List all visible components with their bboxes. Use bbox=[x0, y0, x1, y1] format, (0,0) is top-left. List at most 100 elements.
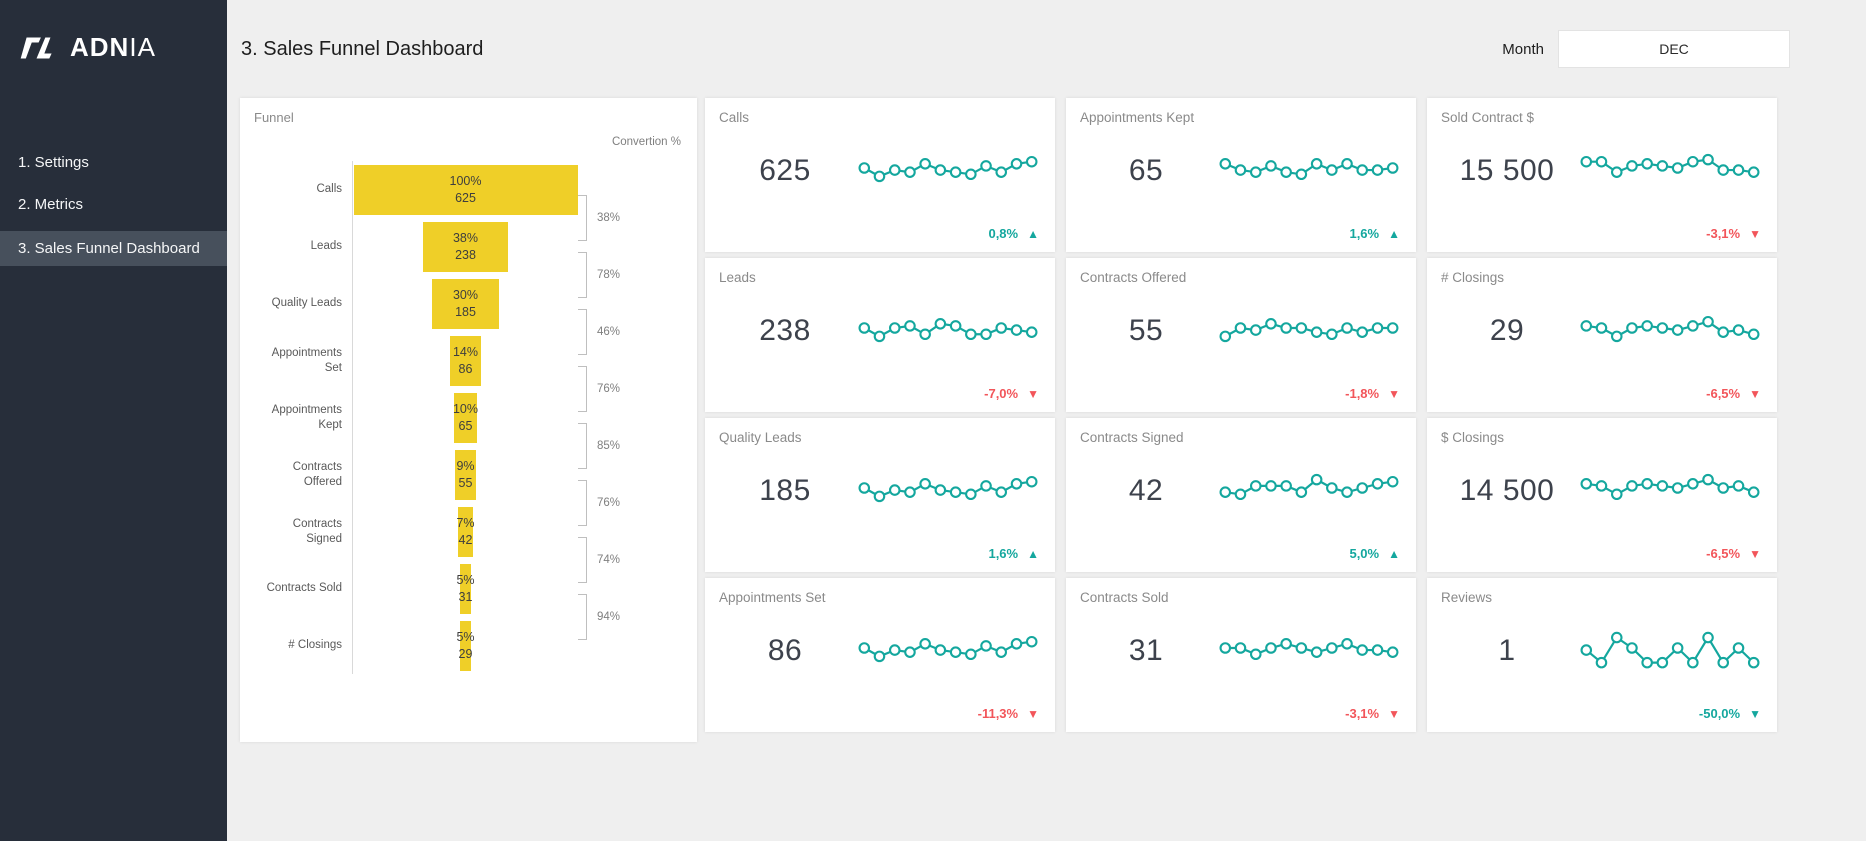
funnel-stage-percent: 100% bbox=[449, 173, 482, 188]
kpi-delta: -6,5% ▼ bbox=[1706, 546, 1761, 561]
trend-arrow-icon: ▼ bbox=[1388, 386, 1400, 401]
funnel-stage-percent: 5% bbox=[456, 572, 475, 587]
trend-arrow-icon: ▼ bbox=[1027, 386, 1039, 401]
kpi-card: Quality Leads 185 1,6% ▲ bbox=[705, 418, 1055, 572]
bracket-icon bbox=[578, 309, 587, 355]
kpi-delta: -3,1% ▼ bbox=[1706, 226, 1761, 241]
kpi-card-title: Quality Leads bbox=[719, 430, 802, 445]
logo-text-bold: ADN bbox=[70, 32, 130, 62]
trend-arrow-icon: ▲ bbox=[1027, 226, 1039, 241]
funnel-bar[interactable]: 5% 31 bbox=[456, 563, 475, 614]
funnel-stage-row: # Closings 5% 29 bbox=[254, 617, 578, 674]
funnel-stage-label: Leads bbox=[310, 240, 342, 253]
sidebar-nav-item[interactable]: 3. Sales Funnel Dashboard bbox=[0, 231, 227, 266]
funnel-conversion-item: 38% bbox=[578, 195, 620, 241]
kpi-card-body: 42 bbox=[1080, 453, 1402, 529]
funnel-bar[interactable]: 100% 625 bbox=[353, 164, 578, 215]
kpi-card: Appointments Kept 65 1,6% ▲ bbox=[1066, 98, 1416, 252]
sparkline-chart bbox=[1218, 141, 1400, 201]
funnel-stage-value: 86 bbox=[458, 361, 473, 376]
kpi-value: 1 bbox=[1498, 634, 1516, 667]
sparkline-chart bbox=[857, 621, 1039, 681]
kpi-card: # Closings 29 -6,5% ▼ bbox=[1427, 258, 1777, 412]
funnel-stage-label: Contracts Signed bbox=[292, 517, 342, 545]
adnia-logo-icon bbox=[20, 37, 52, 58]
funnel-bar[interactable]: 5% 29 bbox=[456, 620, 475, 671]
funnel-conversion-item: 46% bbox=[578, 309, 620, 355]
kpi-card-grid: Calls 625 0,8% ▲ Appointments Kept 65 1,… bbox=[705, 98, 1777, 732]
kpi-card: Contracts Signed 42 5,0% ▲ bbox=[1066, 418, 1416, 572]
funnel-conversion-item: 85% bbox=[578, 423, 620, 469]
kpi-delta: 1,6% ▲ bbox=[988, 546, 1039, 561]
funnel-bar[interactable]: 14% 86 bbox=[449, 335, 482, 386]
sparkline-chart bbox=[1579, 141, 1761, 201]
kpi-card-title: Contracts Sold bbox=[1080, 590, 1169, 605]
kpi-delta-value: -3,1% bbox=[1706, 226, 1741, 241]
sparkline-chart bbox=[857, 141, 1039, 201]
kpi-delta-value: 1,6% bbox=[1349, 226, 1380, 241]
funnel-conversion-item: 76% bbox=[578, 366, 620, 412]
funnel-stage-value: 65 bbox=[458, 418, 473, 433]
trend-arrow-icon: ▼ bbox=[1749, 546, 1761, 561]
kpi-value: 65 bbox=[1128, 154, 1164, 187]
kpi-card-title: Leads bbox=[719, 270, 756, 285]
kpi-delta-value: -3,1% bbox=[1345, 706, 1380, 721]
logo-text: ADNIA bbox=[70, 32, 156, 63]
funnel-stage-value: 42 bbox=[458, 532, 473, 547]
sidebar-nav-item-label: 2. Metrics bbox=[18, 196, 84, 213]
funnel-conversion-value: 46% bbox=[597, 326, 621, 338]
funnel-stage-row: Quality Leads 30% 185 bbox=[254, 275, 578, 332]
funnel-stage-percent: 9% bbox=[456, 458, 475, 473]
funnel-stage-percent: 7% bbox=[456, 515, 475, 530]
funnel-bar-zone: 30% 185 bbox=[352, 275, 578, 332]
funnel-bar[interactable]: 9% 55 bbox=[455, 449, 476, 500]
bracket-icon bbox=[578, 252, 587, 298]
kpi-delta-value: -11,3% bbox=[977, 706, 1019, 721]
sparkline-chart bbox=[1579, 461, 1761, 521]
funnel-stage-label: Appointments Kept bbox=[271, 403, 342, 431]
kpi-delta-value: -6,5% bbox=[1706, 546, 1741, 561]
funnel-stage-percent: 10% bbox=[452, 401, 479, 416]
funnel-conversion-item: 74% bbox=[578, 537, 620, 583]
kpi-card: $ Closings 14 500 -6,5% ▼ bbox=[1427, 418, 1777, 572]
funnel-stage-label: Calls bbox=[316, 183, 342, 196]
kpi-card-body: 15 500 bbox=[1441, 133, 1763, 209]
kpi-card-body: 31 bbox=[1080, 613, 1402, 689]
kpi-card-body: 86 bbox=[719, 613, 1041, 689]
funnel-conversion-value: 85% bbox=[597, 440, 621, 452]
funnel-conversion-item: 94% bbox=[578, 594, 620, 640]
sidebar-nav-item[interactable]: 2. Metrics bbox=[0, 189, 227, 220]
funnel-conversion-value: 74% bbox=[597, 554, 621, 566]
kpi-card-title: Contracts Offered bbox=[1080, 270, 1187, 285]
sidebar-nav-item[interactable]: 1. Settings bbox=[0, 147, 227, 178]
kpi-card-title: Appointments Kept bbox=[1080, 110, 1195, 125]
funnel-conversion-value: 76% bbox=[597, 497, 621, 509]
funnel-stage-value: 625 bbox=[455, 190, 476, 205]
kpi-card-body: 65 bbox=[1080, 133, 1402, 209]
kpi-card-title: # Closings bbox=[1441, 270, 1505, 285]
kpi-delta-value: 1,6% bbox=[988, 546, 1019, 561]
funnel-stage-row: Leads 38% 238 bbox=[254, 218, 578, 275]
funnel-stage-label: Quality Leads bbox=[271, 297, 342, 310]
trend-arrow-icon: ▼ bbox=[1388, 706, 1400, 721]
month-select[interactable]: DEC bbox=[1558, 30, 1790, 68]
funnel-bar[interactable]: 7% 42 bbox=[456, 506, 475, 557]
kpi-card-title: Appointments Set bbox=[719, 590, 826, 605]
kpi-card-body: 238 bbox=[719, 293, 1041, 369]
funnel-stage-percent: 38% bbox=[452, 230, 478, 245]
funnel-bar-zone: 100% 625 bbox=[352, 161, 578, 218]
funnel-stage-value: 31 bbox=[458, 589, 473, 604]
funnel-bar[interactable]: 38% 238 bbox=[422, 221, 509, 272]
funnel-bar-zone: 38% 238 bbox=[352, 218, 578, 275]
kpi-delta: -3,1% ▼ bbox=[1345, 706, 1400, 721]
funnel-stage-row: Appointments Kept 10% 65 bbox=[254, 389, 578, 446]
funnel-bar[interactable]: 30% 185 bbox=[431, 278, 500, 329]
funnel-conversion-value: 78% bbox=[597, 269, 621, 281]
funnel-bar[interactable]: 10% 65 bbox=[452, 392, 479, 443]
funnel-bar-zone: 10% 65 bbox=[352, 389, 578, 446]
funnel-stage-row: Contracts Offered 9% 55 bbox=[254, 446, 578, 503]
funnel-conversion-value: 94% bbox=[597, 611, 621, 623]
funnel-stage-row: Calls 100% 625 bbox=[254, 161, 578, 218]
kpi-delta: 5,0% ▲ bbox=[1349, 546, 1400, 561]
kpi-value: 238 bbox=[759, 314, 811, 347]
